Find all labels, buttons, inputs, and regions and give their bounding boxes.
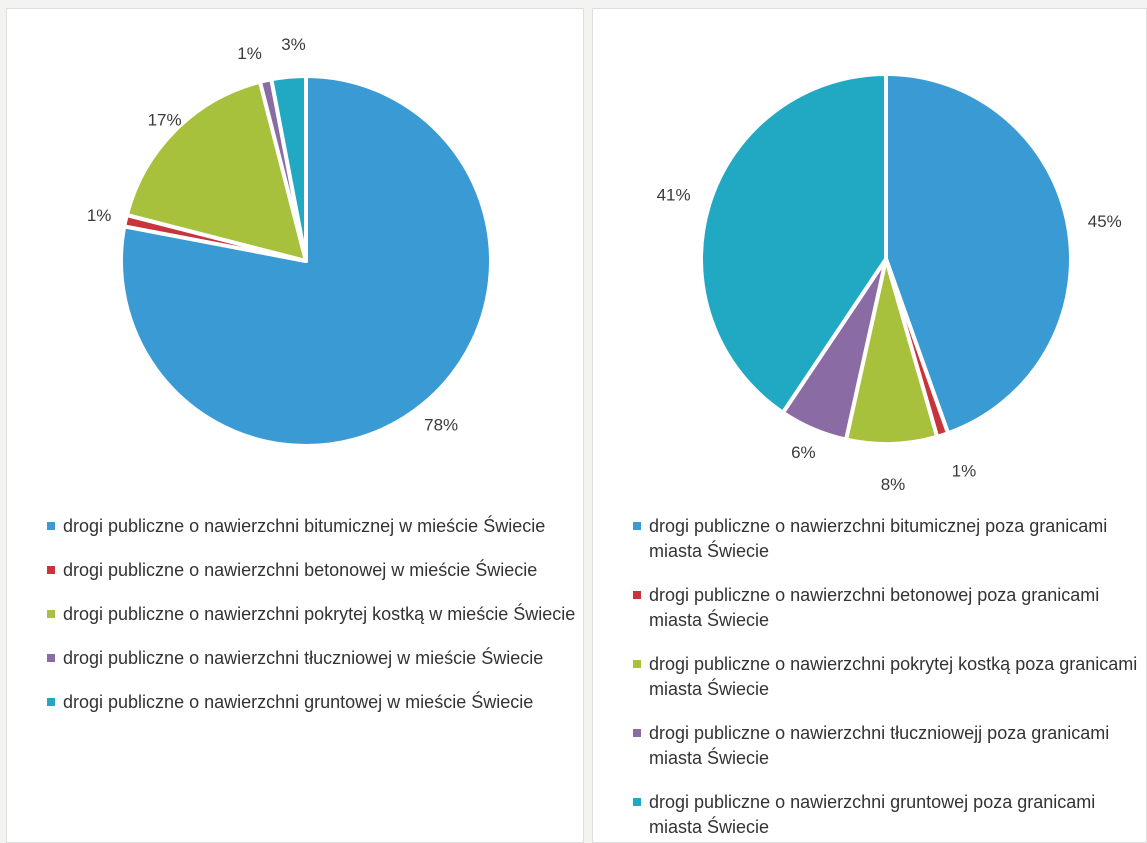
pie-data-label-left-5: 3% [281,35,306,54]
legend-swatch [633,798,641,806]
legend-swatch [633,660,641,668]
chart-panel-left: 78% 1% 17% 1% 3% drogi publiczne o nawierzch… [6,8,584,843]
legend-label: drogi publiczne o nawierzchni tłuczniowe… [63,648,544,668]
legend-item-right-5: drogi publiczne o nawierzchni gruntowej … [633,790,1140,840]
pie-chart-right: 45% 1% 8% 6% 41% [657,72,1122,494]
legend-label: drogi publiczne o nawierzchni betonowej … [649,585,1100,630]
legend-label: drogi publiczne o nawierzchni betonowej … [63,560,538,580]
legend-item-right-2: drogi publiczne o nawierzchni betonowej … [633,583,1140,633]
pie-chart-left: 78% 1% 17% 1% 3% [87,35,493,448]
pie-data-label-left-4: 1% [237,44,262,63]
legend-right: drogi publiczne o nawierzchni bitumiczne… [633,514,1140,842]
pie-data-label-right-2: 1% [952,461,977,480]
legend-label: drogi publiczne o nawierzchni gruntowej … [649,792,1096,837]
legend-swatch [47,654,55,662]
legend-swatch [633,729,641,737]
legend-label: drogi publiczne o nawierzchni bitumiczne… [649,516,1108,561]
pie-data-label-left-3: 17% [148,111,182,130]
pie-data-label-right-1: 45% [1088,212,1122,231]
pie-data-label-right-3: 8% [881,475,906,494]
legend-item-left-2: drogi publiczne o nawierzchni betonowej … [47,558,577,583]
legend-swatch [47,698,55,706]
legend-item-left-3: drogi publiczne o nawierzchni pokrytej k… [47,602,577,627]
legend-item-right-1: drogi publiczne o nawierzchni bitumiczne… [633,514,1140,564]
legend-item-right-3: drogi publiczne o nawierzchni pokrytej k… [633,652,1140,702]
legend-left: drogi publiczne o nawierzchni bitumiczne… [47,514,577,734]
legend-label: drogi publiczne o nawierzchni gruntowej … [63,692,534,712]
legend-item-left-1: drogi publiczne o nawierzchni bitumiczne… [47,514,577,539]
pie-data-label-right-4: 6% [791,443,816,462]
legend-swatch [47,566,55,574]
pie-slice-left-3 [124,79,308,263]
pie-slice-right-1 [884,72,1073,436]
legend-label: drogi publiczne o nawierzchni pokrytej k… [63,604,576,624]
legend-item-left-4: drogi publiczne o nawierzchni tłuczniowe… [47,646,577,671]
legend-item-left-5: drogi publiczne o nawierzchni gruntowej … [47,690,577,715]
pie-slice-left-1 [119,74,493,448]
pie-data-label-left-2: 1% [87,206,112,225]
pie-data-label-left-1: 78% [424,415,458,434]
legend-swatch [47,610,55,618]
legend-label: drogi publiczne o nawierzchni tłuczniowe… [649,723,1110,768]
pie-slice-right-5 [699,72,888,415]
pie-slice-left-5 [269,74,308,263]
chart-panel-right: 45% 1% 8% 6% 41% drogi publiczne o nawierzch… [592,8,1147,843]
legend-swatch [47,522,55,530]
legend-swatch [633,591,641,599]
legend-label: drogi publiczne o nawierzchni bitumiczne… [63,516,546,536]
legend-item-right-4: drogi publiczne o nawierzchni tłuczniowe… [633,721,1140,771]
legend-swatch [633,522,641,530]
legend-label: drogi publiczne o nawierzchni pokrytej k… [649,654,1138,699]
pie-data-label-right-5: 41% [657,185,691,204]
